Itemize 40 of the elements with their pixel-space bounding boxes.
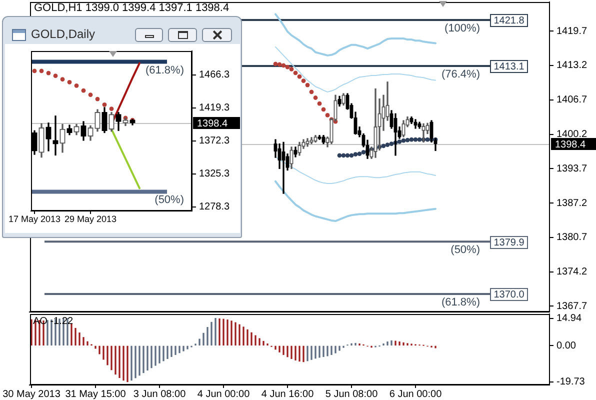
annotation: (50%) <box>154 194 184 206</box>
x-tick-label: 3 Jun 08:00 <box>133 388 186 400</box>
y-tick-label: 1419.7 <box>556 26 588 37</box>
x-tick-label: 6 Jun 00:00 <box>389 388 442 400</box>
annotation: (100%) <box>444 22 480 35</box>
x-tick-label: 4 Jun 16:00 <box>261 388 314 400</box>
x-tick-label: 4 Jun 00:00 <box>197 388 250 400</box>
chart-title: GOLD,Daily <box>31 27 96 41</box>
ref-line-label: 1379.9 <box>494 237 525 248</box>
x-tick-label: 29 May 2013 <box>64 214 117 224</box>
y-tick-label: -19.73 <box>556 376 586 388</box>
annotation: (61.8%) <box>441 296 480 309</box>
ref-line-label: 1398.4 <box>555 139 586 150</box>
y-tick-label: 1413.2 <box>556 60 588 72</box>
y-tick-label: 1278.3 <box>199 202 230 213</box>
y-tick-label: 1372.3 <box>199 136 230 147</box>
annotation: (76.4%) <box>441 68 480 81</box>
y-tick-label: 1400.2 <box>556 129 588 140</box>
y-tick-label: 1466.3 <box>199 70 230 81</box>
annotation: (61.8%) <box>145 64 184 76</box>
y-tick-label: 14.94 <box>556 313 582 324</box>
annotation: (50%) <box>450 244 480 256</box>
y-tick-label: 1374.2 <box>556 266 588 278</box>
x-tick-label: 5 Jun 08:00 <box>325 388 378 400</box>
x-tick-label: 30 May 2013 <box>2 388 61 400</box>
ref-line-label: 1398.4 <box>197 118 228 130</box>
y-tick-label: 1387.2 <box>556 198 588 209</box>
chart-title: GOLD,H1 1399.0 1399.4 1397.1 1398.4 <box>34 2 230 14</box>
x-tick-label: 31 May 15:00 <box>65 388 126 400</box>
y-tick-label: 0.00 <box>556 340 576 352</box>
y-tick-label: 1406.7 <box>556 94 588 106</box>
ref-line-label: 1370.0 <box>494 289 525 300</box>
ref-line-label: 1421.8 <box>494 15 525 26</box>
y-tick-label: 1367.7 <box>556 300 588 312</box>
ref-line-label: 1413.1 <box>494 61 525 72</box>
y-tick-label: 1380.7 <box>556 232 588 244</box>
y-tick-label: 1393.7 <box>556 163 588 174</box>
y-tick-label: 1419.3 <box>199 102 230 114</box>
y-tick-label: 1325.3 <box>199 168 230 180</box>
x-tick-label: 17 May 2013 <box>8 214 61 224</box>
